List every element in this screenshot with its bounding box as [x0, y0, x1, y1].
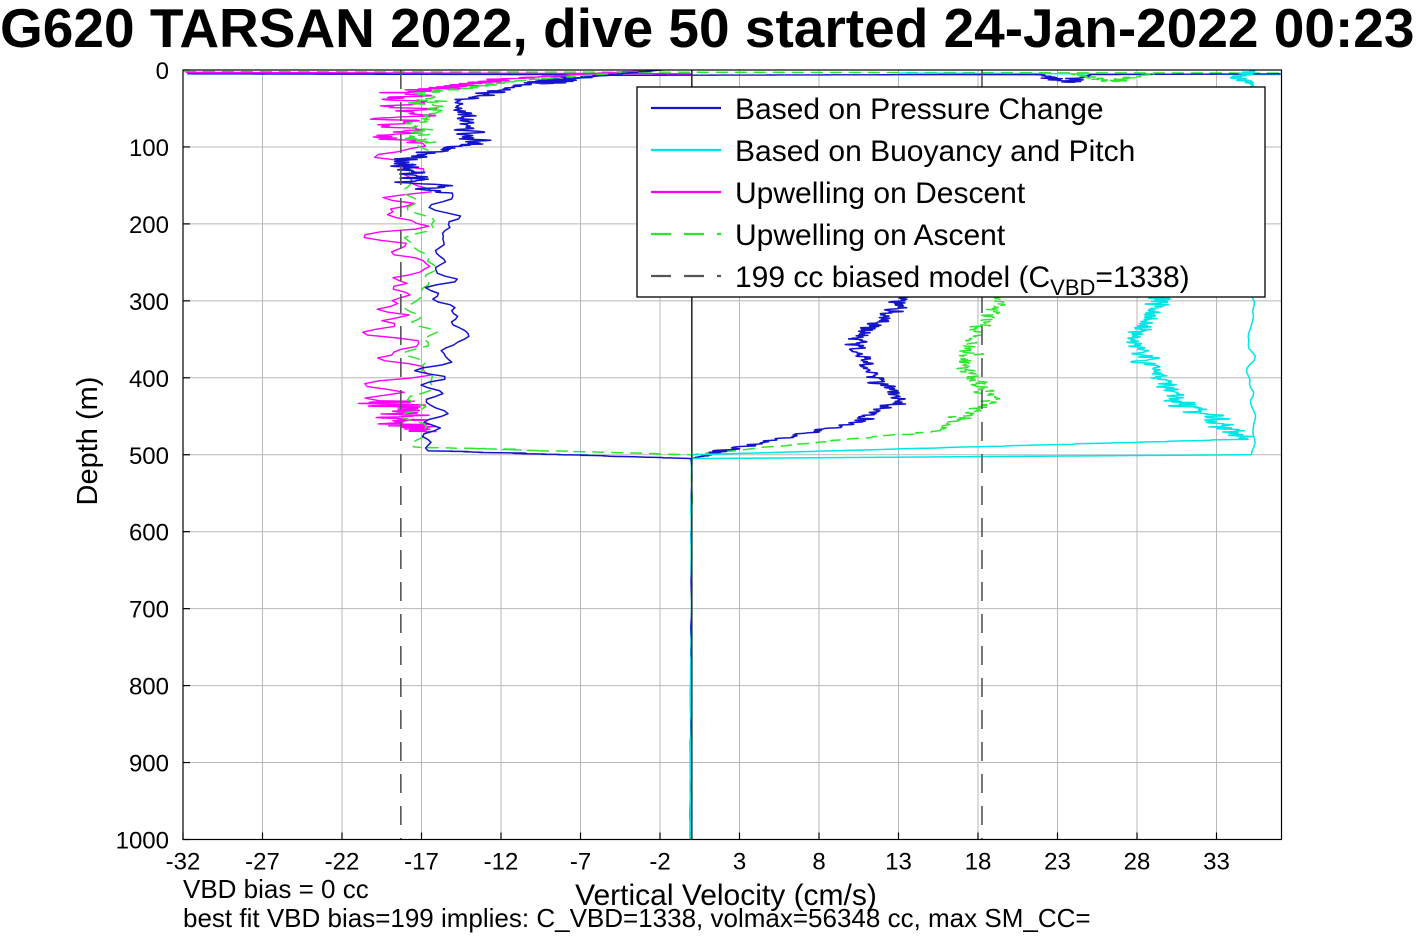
svg-text:-2: -2 — [649, 849, 670, 876]
svg-text:28: 28 — [1124, 849, 1151, 876]
svg-text:200: 200 — [129, 212, 169, 239]
svg-text:Based on Buoyancy and Pitch: Based on Buoyancy and Pitch — [735, 135, 1135, 168]
svg-text:-32: -32 — [166, 849, 201, 876]
svg-text:100: 100 — [129, 135, 169, 162]
svg-text:8: 8 — [812, 849, 825, 876]
svg-text:Upwelling on Descent: Upwelling on Descent — [735, 177, 1026, 210]
svg-text:800: 800 — [129, 674, 169, 701]
svg-text:-27: -27 — [245, 849, 280, 876]
svg-text:-17: -17 — [404, 849, 439, 876]
svg-text:700: 700 — [129, 597, 169, 624]
svg-text:13: 13 — [885, 849, 912, 876]
svg-text:33: 33 — [1203, 849, 1230, 876]
svg-text:1000: 1000 — [116, 828, 169, 855]
svg-text:-7: -7 — [570, 849, 591, 876]
svg-text:900: 900 — [129, 751, 169, 778]
svg-text:600: 600 — [129, 520, 169, 547]
svg-text:Upwelling on Ascent: Upwelling on Ascent — [735, 219, 1006, 252]
svg-text:-12: -12 — [484, 849, 519, 876]
svg-text:Based on Pressure Change: Based on Pressure Change — [735, 93, 1104, 126]
svg-text:300: 300 — [129, 289, 169, 316]
svg-text:23: 23 — [1044, 849, 1071, 876]
svg-text:400: 400 — [129, 366, 169, 393]
svg-text:500: 500 — [129, 443, 169, 470]
svg-text:3: 3 — [733, 849, 746, 876]
svg-text:0: 0 — [156, 58, 169, 85]
svg-text:-22: -22 — [325, 849, 360, 876]
svg-text:18: 18 — [965, 849, 992, 876]
